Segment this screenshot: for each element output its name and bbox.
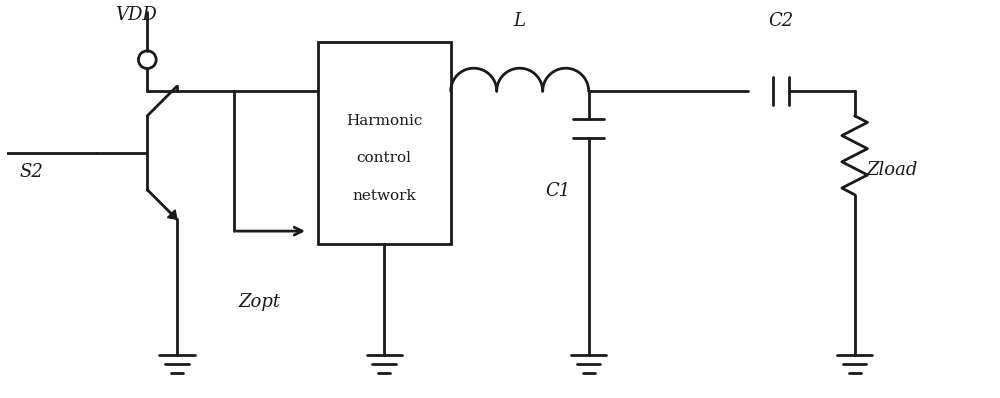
Text: control: control: [357, 151, 412, 165]
Text: Zopt: Zopt: [239, 293, 281, 311]
Text: C1: C1: [546, 182, 571, 200]
Text: S2: S2: [19, 163, 43, 181]
Text: Zload: Zload: [866, 161, 918, 179]
Polygon shape: [167, 210, 177, 219]
Text: C2: C2: [768, 12, 793, 30]
Text: L: L: [514, 12, 526, 30]
Text: network: network: [352, 189, 416, 203]
Text: Harmonic: Harmonic: [346, 114, 422, 128]
Bar: [318, 42, 451, 244]
Text: VDD: VDD: [115, 6, 156, 24]
